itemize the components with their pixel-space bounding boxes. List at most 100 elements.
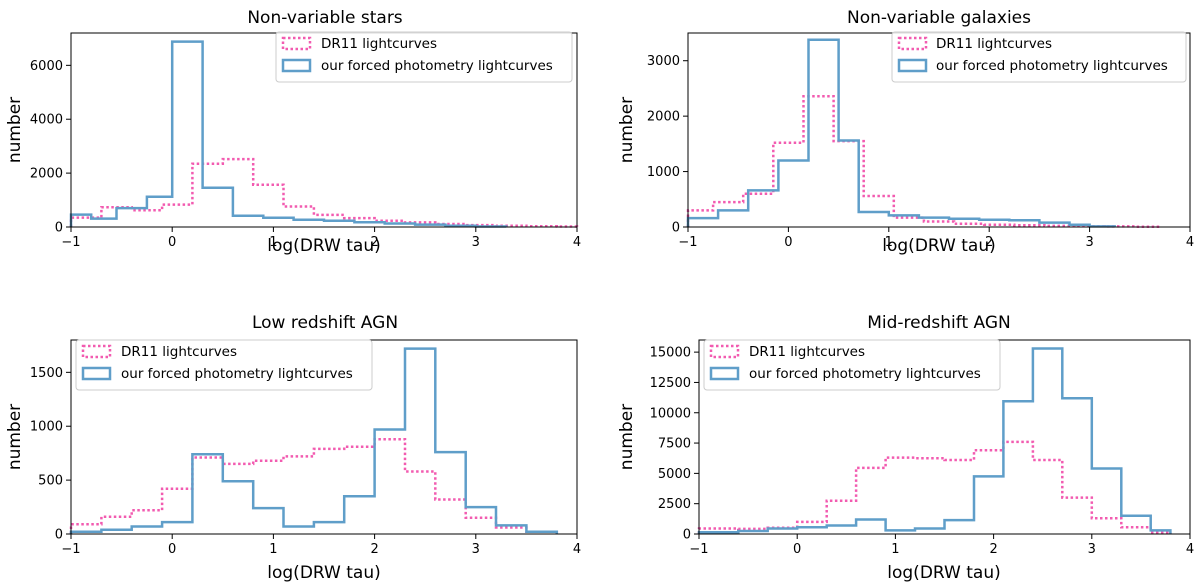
y-tick-label: 500 bbox=[38, 474, 63, 489]
panel-title: Low redshift AGN bbox=[252, 313, 398, 333]
legend-label-forced: our forced photometry lightcurves bbox=[749, 366, 981, 382]
x-axis-ticks: −1 0 1 2 3 4 bbox=[678, 227, 1194, 250]
histogram-marks bbox=[69, 40, 579, 228]
legend: DR11 lightcurves our forced photometry l… bbox=[703, 339, 1001, 391]
y-axis-label: number bbox=[617, 97, 637, 163]
x-tick-label: 3 bbox=[472, 235, 480, 250]
legend-label-dr11: DR11 lightcurves bbox=[936, 36, 1052, 52]
y-axis-ticks: 0 2500 5000 7500 10000 12500 15000 bbox=[650, 346, 699, 543]
x-tick-label: 0 bbox=[793, 542, 801, 557]
x-axis-ticks: −1 0 1 2 3 4 bbox=[61, 534, 581, 557]
x-tick-label: −1 bbox=[61, 235, 80, 250]
legend-box bbox=[275, 31, 573, 83]
x-tick-label: 3 bbox=[1088, 542, 1096, 557]
panel-title: Non-variable galaxies bbox=[847, 8, 1031, 28]
legend-swatch-forced bbox=[709, 366, 740, 381]
y-tick-label: 7500 bbox=[658, 437, 691, 452]
x-axis-label: log(DRW tau) bbox=[267, 236, 380, 256]
histogram-marks bbox=[69, 347, 559, 534]
legend-swatch-dr11 bbox=[281, 36, 312, 51]
x-axis-label: log(DRW tau) bbox=[882, 236, 995, 256]
y-tick-label: 4000 bbox=[30, 113, 63, 128]
legend-swatch-dr11 bbox=[709, 344, 740, 359]
legend-label-dr11: DR11 lightcurves bbox=[321, 36, 437, 52]
series-dr11-lightcurves bbox=[69, 157, 579, 228]
legend-box bbox=[891, 31, 1187, 83]
legend: DR11 lightcurves our forced photometry l… bbox=[275, 31, 573, 83]
y-axis-ticks: 0 500 1000 1500 bbox=[30, 366, 71, 543]
x-tick-label: 0 bbox=[784, 235, 792, 250]
x-tick-label: 3 bbox=[1085, 235, 1093, 250]
legend-label-dr11: DR11 lightcurves bbox=[749, 344, 865, 360]
y-tick-label: 3000 bbox=[647, 54, 680, 69]
x-tick-label: −1 bbox=[61, 542, 80, 557]
y-tick-label: 10000 bbox=[650, 406, 691, 421]
y-tick-label: 2000 bbox=[647, 110, 680, 125]
x-tick-label: 0 bbox=[168, 542, 176, 557]
y-tick-label: 1500 bbox=[30, 366, 63, 381]
panel-non-variable-stars: Non-variable stars −1 0 1 2 3 4 0200040006000… bbox=[5, 8, 581, 256]
panel-title: Mid-redshift AGN bbox=[867, 313, 1011, 333]
legend-label-forced: our forced photometry lightcurves bbox=[121, 366, 353, 382]
legend-box bbox=[75, 339, 373, 391]
histogram-marks bbox=[686, 38, 1162, 228]
y-tick-label: 15000 bbox=[650, 346, 691, 361]
x-tick-label: 1 bbox=[885, 235, 893, 250]
series-forced-photometry-lightcurves bbox=[686, 38, 1116, 228]
x-tick-label: 0 bbox=[168, 235, 176, 250]
y-tick-label: 12500 bbox=[650, 376, 691, 391]
y-axis-label: number bbox=[617, 404, 637, 470]
x-tick-label: 3 bbox=[472, 542, 480, 557]
x-tick-label: 1 bbox=[891, 542, 899, 557]
histogram-marks bbox=[697, 347, 1172, 534]
x-tick-label: −1 bbox=[689, 542, 708, 557]
legend-label-dr11: DR11 lightcurves bbox=[121, 344, 237, 360]
y-tick-label: 5000 bbox=[658, 467, 691, 482]
y-axis-label: number bbox=[5, 404, 25, 470]
x-axis-ticks: −1 0 1 2 3 4 bbox=[689, 534, 1194, 557]
legend-label-forced: our forced photometry lightcurves bbox=[936, 58, 1168, 74]
series-dr11-lightcurves bbox=[69, 437, 559, 534]
legend-label-forced: our forced photometry lightcurves bbox=[321, 58, 553, 74]
y-tick-label: 1000 bbox=[30, 420, 63, 435]
x-tick-label: 2 bbox=[989, 542, 997, 557]
legend: DR11 lightcurves our forced photometry l… bbox=[75, 339, 373, 391]
panel-mid-redshift-agn: Mid-redshift AGN −1 0 1 2 3 4 025005000750010… bbox=[617, 313, 1194, 583]
y-tick-label: 0 bbox=[55, 528, 63, 543]
x-tick-label: 2 bbox=[985, 235, 993, 250]
y-tick-label: 2500 bbox=[658, 497, 691, 512]
series-forced-photometry-lightcurves bbox=[697, 347, 1172, 534]
x-tick-label: 4 bbox=[573, 542, 581, 557]
y-tick-label: 1000 bbox=[647, 165, 680, 180]
x-tick-label: 4 bbox=[573, 235, 581, 250]
x-axis-label: log(DRW tau) bbox=[887, 563, 1000, 583]
x-tick-label: −1 bbox=[678, 235, 697, 250]
series-dr11-lightcurves bbox=[697, 440, 1172, 534]
y-tick-label: 0 bbox=[672, 221, 680, 236]
legend-swatch-forced bbox=[897, 58, 928, 73]
legend-swatch-forced bbox=[281, 58, 312, 73]
legend-swatch-dr11 bbox=[897, 36, 928, 51]
x-tick-label: 4 bbox=[1186, 542, 1194, 557]
panel-non-variable-galaxies: Non-variable galaxies −1 0 1 2 3 4 0100020003… bbox=[617, 8, 1194, 256]
x-tick-label: 2 bbox=[370, 542, 378, 557]
y-axis-ticks: 0 1000 2000 3000 bbox=[647, 54, 688, 236]
legend-box bbox=[703, 339, 1001, 391]
y-tick-label: 0 bbox=[683, 528, 691, 543]
x-tick-label: 4 bbox=[1186, 235, 1194, 250]
series-dr11-lightcurves bbox=[686, 94, 1162, 228]
y-tick-label: 0 bbox=[55, 221, 63, 236]
panel-title: Non-variable stars bbox=[247, 8, 402, 28]
y-tick-label: 2000 bbox=[30, 167, 63, 182]
legend: DR11 lightcurves our forced photometry l… bbox=[891, 31, 1187, 83]
legend-swatch-dr11 bbox=[81, 344, 112, 359]
x-tick-label: 1 bbox=[269, 235, 277, 250]
x-axis-ticks: −1 0 1 2 3 4 bbox=[61, 227, 581, 250]
y-axis-ticks: 0 2000 4000 6000 bbox=[30, 59, 71, 236]
x-tick-label: 1 bbox=[269, 542, 277, 557]
y-tick-label: 6000 bbox=[30, 59, 63, 74]
x-tick-label: 2 bbox=[370, 235, 378, 250]
series-forced-photometry-lightcurves bbox=[69, 347, 559, 534]
